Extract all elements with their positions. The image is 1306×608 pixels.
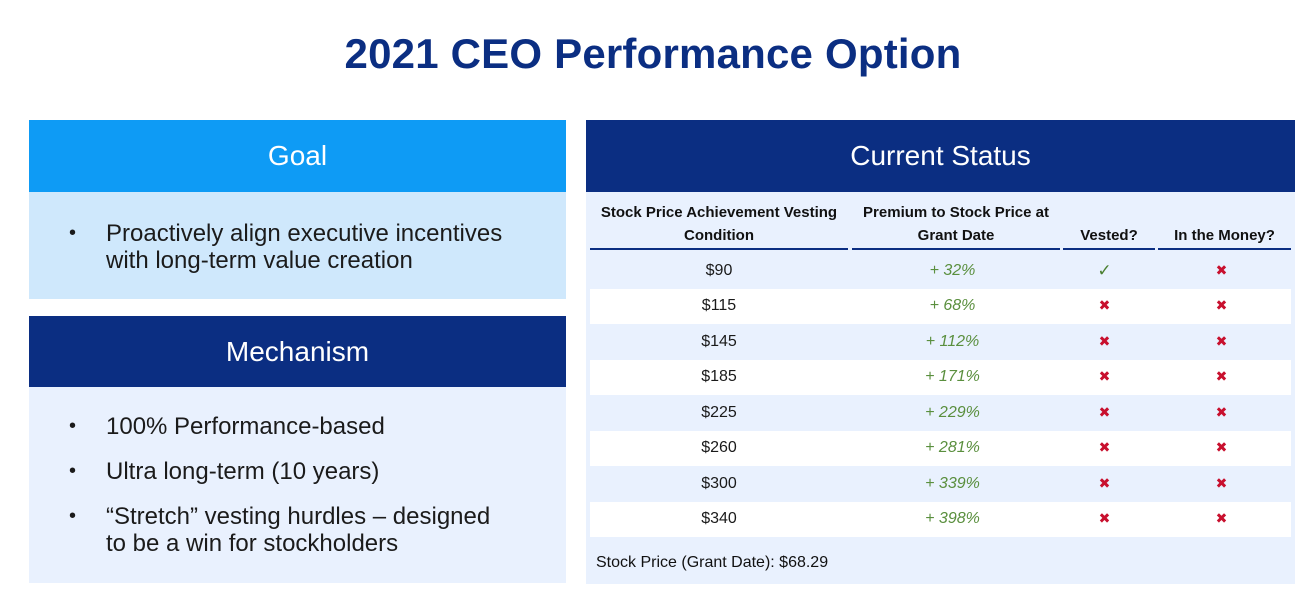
- status-header: Current Status: [586, 120, 1295, 192]
- money-cell: ✖: [1152, 510, 1291, 528]
- column-header-vested: Vested?: [1063, 202, 1155, 250]
- cross-icon: ✖: [1215, 510, 1228, 527]
- bullet-dot-icon: •: [69, 460, 77, 482]
- premium-cell: + 32%: [929, 261, 976, 279]
- price-cell: $145: [701, 332, 737, 350]
- cross-icon: ✖: [1215, 261, 1228, 278]
- table-row: $115 + 68% ✖ ✖: [590, 288, 1291, 324]
- goal-bullet-text: Proactively align executive incentives w…: [106, 220, 503, 274]
- cross-icon: ✖: [1098, 332, 1111, 349]
- mechanism-bullet: • 100% Performance-based: [69, 413, 536, 440]
- grant-price-note: Stock Price (Grant Date): $68.29: [596, 554, 829, 571]
- mechanism-body: • 100% Performance-based • Ultra long-te…: [29, 387, 566, 583]
- table-row: $185 + 171% ✖ ✖: [590, 359, 1291, 395]
- cross-icon: ✖: [1098, 439, 1111, 456]
- vested-cell: ✖: [1057, 510, 1152, 528]
- table-row: $300 + 339% ✖ ✖: [590, 466, 1291, 502]
- vested-cell: ✖: [1057, 333, 1152, 351]
- vested-cell: ✖: [1057, 297, 1152, 315]
- premium-cell: + 398%: [925, 510, 980, 528]
- column-header-price: Stock Price Achievement Vesting Conditio…: [590, 202, 848, 250]
- premium-cell: + 171%: [925, 368, 980, 386]
- mechanism-bullet: • “Stretch” vesting hurdles – designed t…: [69, 503, 536, 557]
- cross-icon: ✖: [1098, 510, 1111, 527]
- mechanism-bullet-text: 100% Performance-based: [106, 413, 385, 440]
- column-header-premium: Premium to Stock Price at Grant Date: [852, 202, 1060, 250]
- premium-cell: + 112%: [925, 332, 980, 350]
- price-cell: $225: [701, 403, 737, 421]
- cross-icon: ✖: [1215, 403, 1228, 420]
- vested-cell: ✖: [1057, 404, 1152, 422]
- vested-cell: ✖: [1057, 368, 1152, 386]
- table-row: $225 + 229% ✖ ✖: [590, 395, 1291, 431]
- money-cell: ✖: [1152, 333, 1291, 351]
- vested-cell: ✖: [1057, 439, 1152, 457]
- money-cell: ✖: [1152, 368, 1291, 386]
- cross-icon: ✖: [1215, 439, 1228, 456]
- cross-icon: ✖: [1098, 403, 1111, 420]
- premium-cell: + 339%: [925, 474, 980, 492]
- bullet-dot-icon: •: [69, 222, 77, 244]
- table-row: $90 + 32% ✓ ✖: [590, 253, 1291, 289]
- cross-icon: ✖: [1215, 474, 1228, 491]
- mechanism-bullet: • Ultra long-term (10 years): [69, 458, 536, 485]
- check-icon: ✓: [1097, 260, 1112, 280]
- mechanism-bullet-text: “Stretch” vesting hurdles – designed to …: [106, 503, 491, 557]
- status-table: Stock Price Achievement Vesting Conditio…: [586, 192, 1295, 584]
- goal-body: • Proactively align executive incentives…: [29, 192, 566, 299]
- cross-icon: ✖: [1098, 297, 1111, 314]
- premium-cell: + 281%: [925, 439, 980, 457]
- table-rows: $90 + 32% ✓ ✖ $115 + 68% ✖ ✖ $145 + 112% ✖ ✖ $185 + 1…: [590, 253, 1291, 537]
- cross-icon: ✖: [1098, 474, 1111, 491]
- bullet-dot-icon: •: [69, 415, 77, 437]
- vested-cell: ✖: [1057, 475, 1152, 493]
- money-cell: ✖: [1152, 439, 1291, 457]
- table-row: $145 + 112% ✖ ✖: [590, 324, 1291, 360]
- price-cell: $300: [701, 474, 737, 492]
- mechanism-bullet-text: Ultra long-term (10 years): [106, 458, 380, 485]
- price-cell: $90: [705, 261, 733, 279]
- cross-icon: ✖: [1215, 332, 1228, 349]
- premium-cell: + 68%: [929, 297, 976, 315]
- price-cell: $340: [701, 510, 737, 528]
- price-cell: $115: [701, 297, 737, 315]
- vested-cell: ✓: [1057, 261, 1152, 281]
- cross-icon: ✖: [1098, 368, 1111, 385]
- money-cell: ✖: [1152, 404, 1291, 422]
- money-cell: ✖: [1152, 475, 1291, 493]
- price-cell: $185: [701, 368, 737, 386]
- money-cell: ✖: [1152, 262, 1291, 280]
- cross-icon: ✖: [1215, 297, 1228, 314]
- table-row: $340 + 398% ✖ ✖: [590, 501, 1291, 537]
- bullet-dot-icon: •: [69, 505, 77, 527]
- table-row: $260 + 281% ✖ ✖: [590, 430, 1291, 466]
- money-cell: ✖: [1152, 297, 1291, 315]
- column-header-money: In the Money?: [1158, 202, 1291, 250]
- goal-bullet: • Proactively align executive incentives…: [69, 220, 536, 274]
- premium-cell: + 229%: [925, 403, 980, 421]
- goal-header: Goal: [29, 120, 566, 192]
- price-cell: $260: [701, 439, 737, 457]
- cross-icon: ✖: [1215, 368, 1228, 385]
- mechanism-header: Mechanism: [29, 316, 566, 387]
- page-title: 2021 CEO Performance Option: [344, 30, 962, 77]
